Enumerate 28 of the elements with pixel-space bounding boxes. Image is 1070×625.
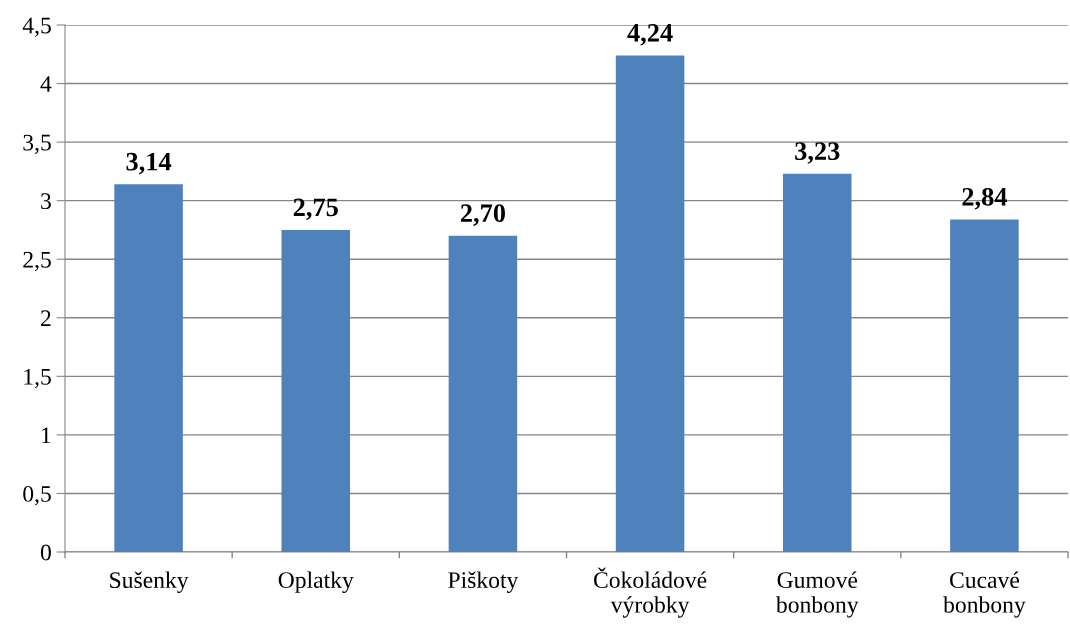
bar [114,184,183,552]
bar [950,219,1019,552]
y-tick-label: 3,5 [23,134,51,154]
x-tick-label: Oplatky [278,571,354,593]
y-tick-label: 1,5 [24,368,51,389]
x-tick-label: Gumové bonbony [775,571,859,618]
y-tick-label: 4 [40,76,52,92]
x-tick-label: Čokoládové výrobky [594,567,707,618]
y-tick-label: 2,5 [23,251,51,272]
data-label: 3,14 [126,152,172,175]
bar [782,173,852,552]
x-tick-label: Piškoty [448,571,519,593]
y-tick-label: 3 [41,193,51,210]
bar [615,55,685,552]
y-tick-label: 2 [41,310,51,326]
data-label: 4,24 [627,24,673,46]
bar [281,229,351,552]
bar [448,235,518,552]
y-tick-label: 0 [40,544,51,561]
data-label: 3,23 [795,142,840,164]
data-label: 2,84 [962,187,1008,210]
x-tick-label: Cucavé bonbony [943,571,1026,618]
y-tick-label: 4,5 [22,17,51,37]
data-label: 2,70 [460,204,505,226]
y-tick-label: 0,5 [23,485,51,506]
y-tick-label: 1 [42,427,51,444]
data-label: 2,75 [293,198,338,221]
x-tick-label: Sušenky [110,571,189,593]
